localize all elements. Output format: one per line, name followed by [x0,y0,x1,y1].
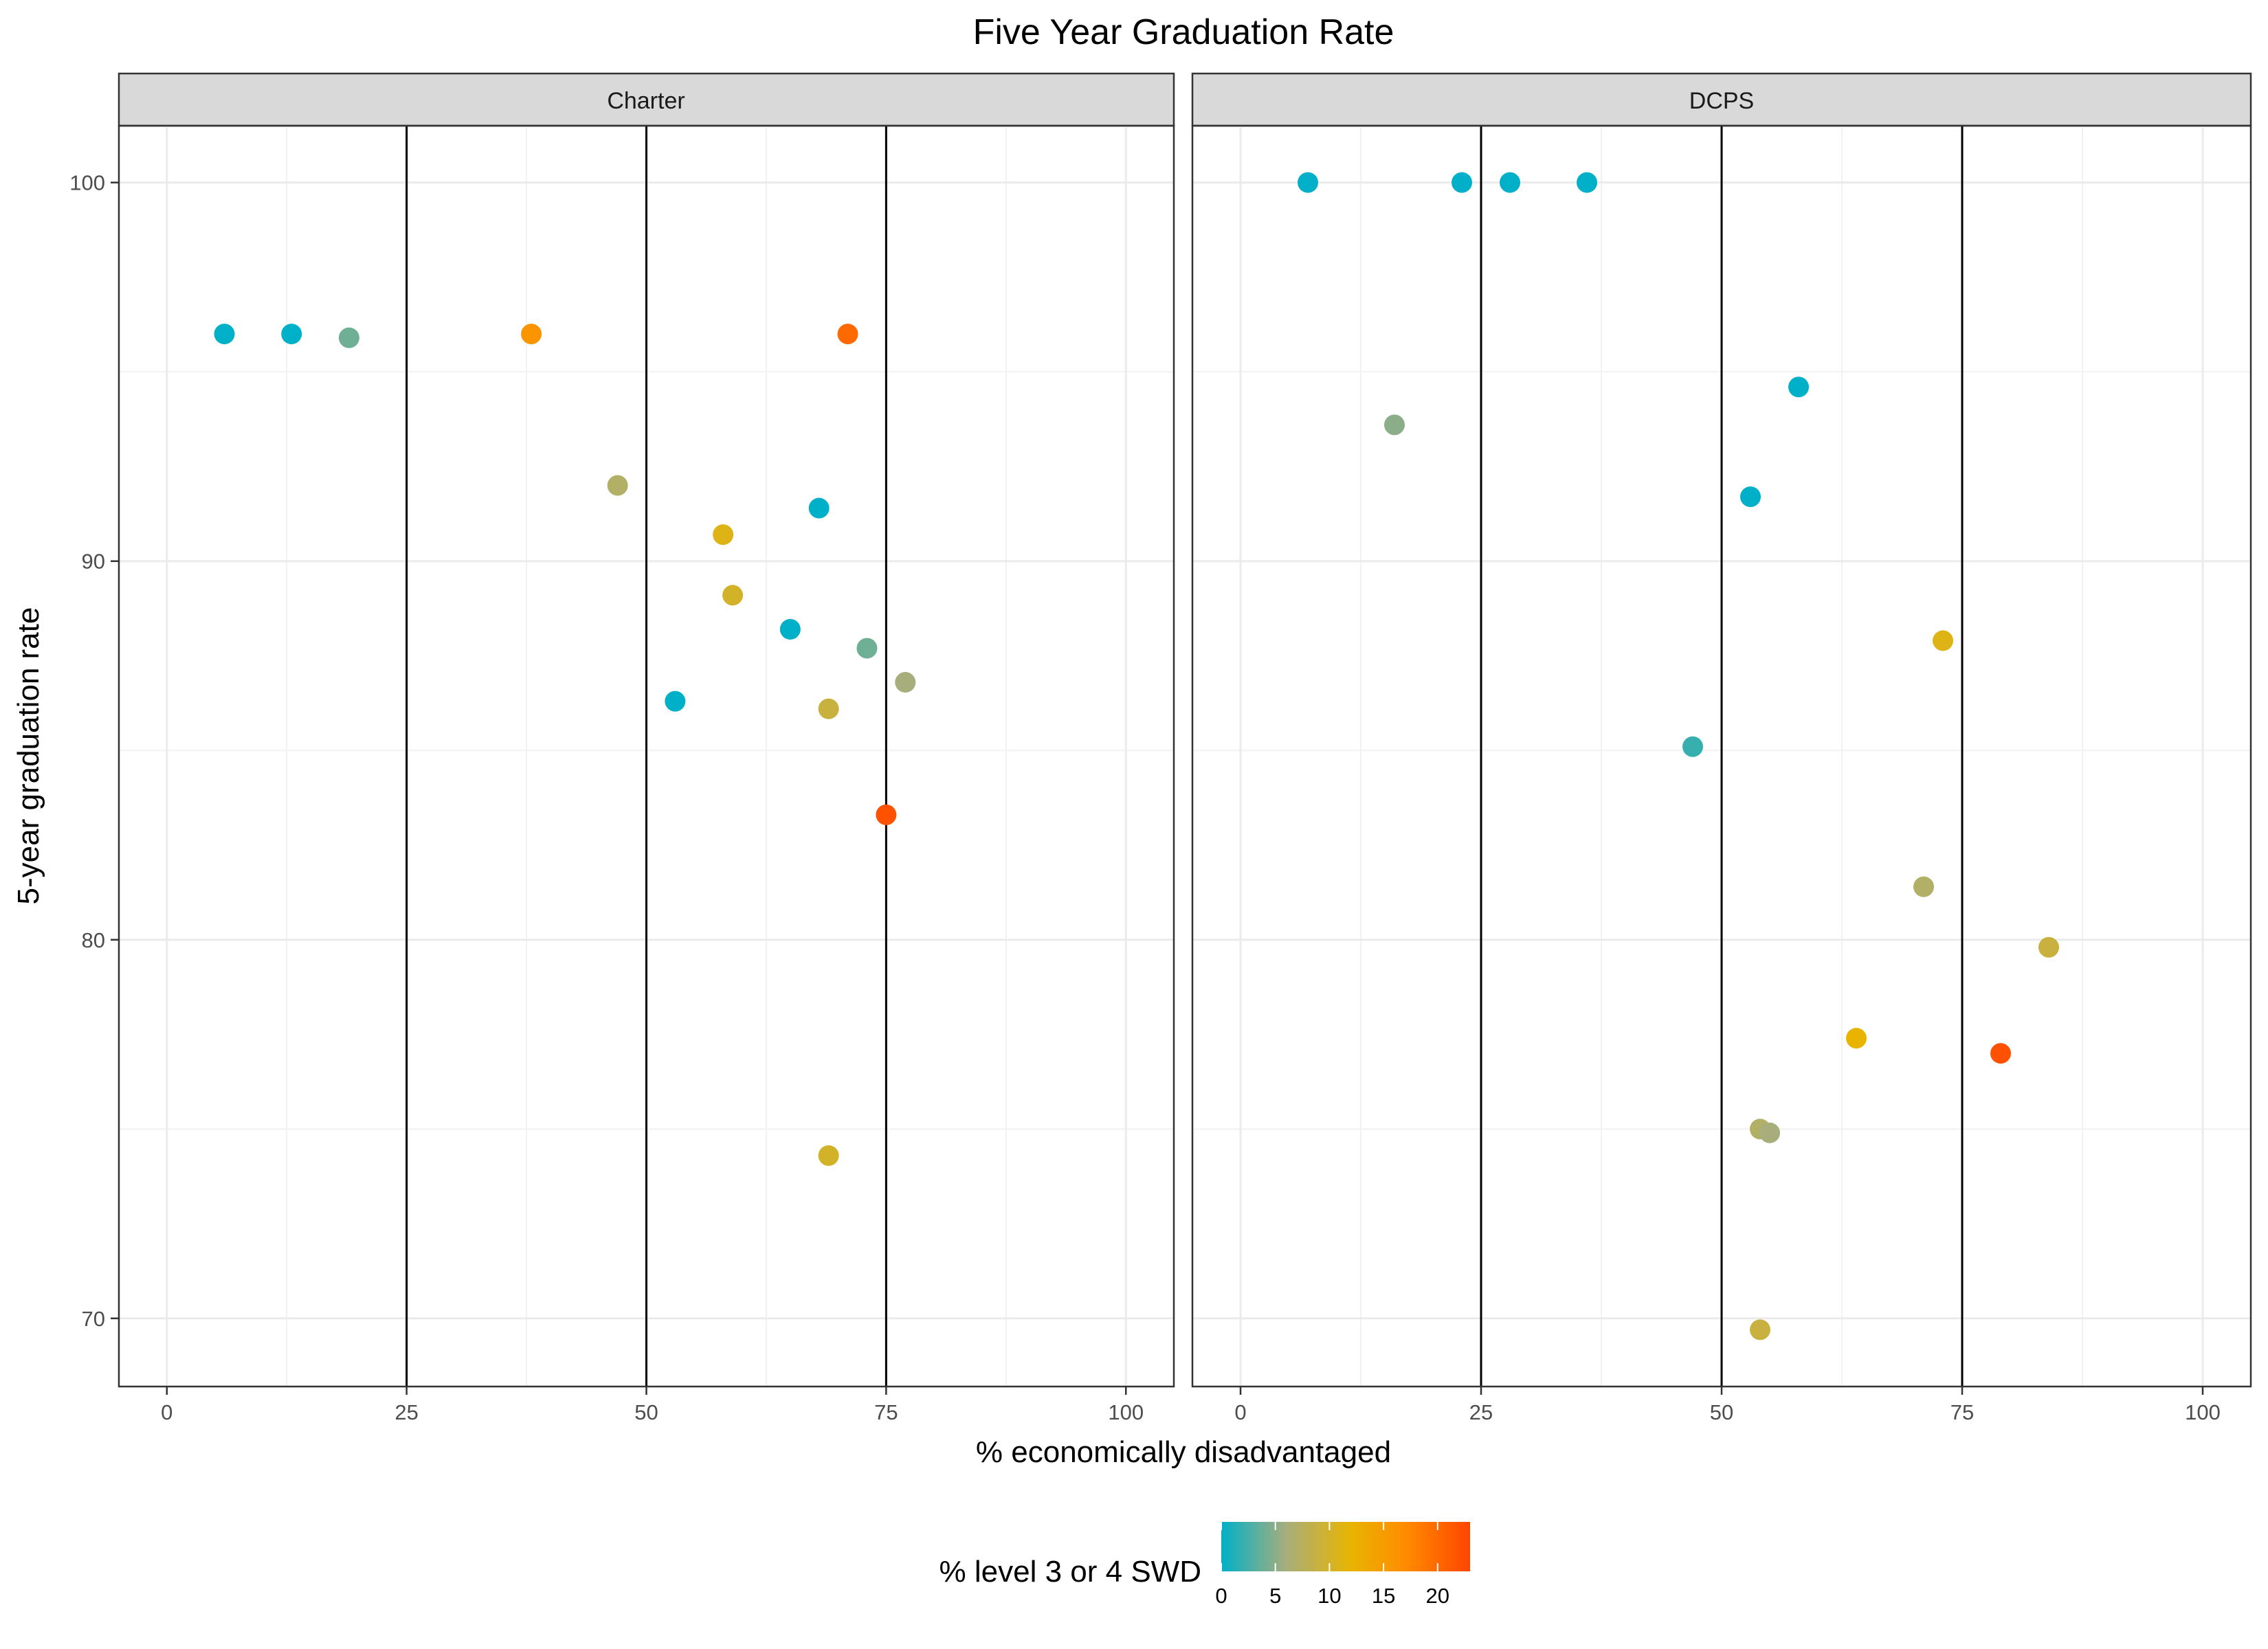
data-point [1740,486,1761,508]
x-tick-label: 0 [161,1400,173,1424]
color-legend-title: % level 3 or 4 SWD [940,1555,1201,1589]
y-tick-label: 80 [82,928,105,952]
legend-tick-label: 20 [1426,1584,1449,1608]
x-axis-title: % economically disadvantaged [976,1435,1391,1469]
y-tick-label: 100 [69,171,105,195]
data-point [1682,736,1703,757]
y-axis-title: 5-year graduation rate [12,607,45,905]
x-tick-label: 0 [1234,1400,1246,1424]
data-point [1298,172,1318,193]
panel-charter-vlines [405,126,887,1387]
data-point [779,618,801,640]
data-point [1759,1122,1780,1143]
x-tick-label: 100 [2185,1400,2221,1424]
color-legend-bar [1221,1522,1470,1571]
x-tick-label: 25 [394,1400,418,1424]
legend-tick-label: 10 [1318,1584,1341,1608]
chart-title: Five Year Graduation Rate [973,12,1394,52]
panel-charter-label: Charter [607,88,685,114]
x-tick-label: 75 [874,1400,898,1424]
legend-tick-label: 0 [1215,1584,1227,1608]
data-point [607,475,628,496]
data-point [1384,414,1405,436]
x-tick-label: 50 [634,1400,658,1424]
y-axis-ticks: 70 80 90 100 [69,171,119,1331]
y-tick-label: 70 [82,1307,105,1331]
data-point [1788,377,1809,398]
data-point [818,1145,839,1166]
data-point [1452,172,1472,193]
data-point [281,324,302,345]
panel-dcps-strip [1191,72,2252,127]
panel-charter-x-ticks: 0 25 50 75 100 [161,1387,1144,1424]
legend-tick-label: 15 [1372,1584,1395,1608]
panel-dcps-vlines [1480,126,1964,1387]
data-point [1750,1319,1770,1340]
data-point [1913,876,1934,897]
color-legend: % level 3 or 4 SWD 0 5 10 15 20 [940,1522,1470,1608]
data-point [1577,172,1597,193]
data-point [338,327,359,348]
x-tick-label: 50 [1710,1400,1733,1424]
x-tick-label: 100 [1108,1400,1144,1424]
panel-dcps-label: DCPS [1689,88,1754,114]
color-legend-ticks: 0 5 10 15 20 [1215,1522,1449,1608]
panel-dcps-x-ticks: 0 25 50 75 100 [1234,1387,2221,1424]
x-tick-label: 75 [1950,1400,1974,1424]
panel-charter-strip [118,72,1175,127]
data-point [808,497,830,519]
data-point [895,672,916,693]
data-point [1846,1028,1867,1049]
panel-dcps: DCPS 0 25 50 75 100 [1191,72,2252,1424]
panel-dcps-points [1298,172,2059,1340]
data-point [1500,172,1520,193]
x-tick-label: 25 [1469,1400,1493,1424]
data-point [214,324,235,345]
legend-tick-label: 5 [1269,1584,1281,1608]
data-point [722,585,744,606]
panel-charter-points [214,324,916,1166]
data-point [521,324,542,345]
data-point [713,524,734,546]
data-point [876,804,897,825]
data-point [818,698,839,719]
data-point [665,691,686,712]
y-tick-label: 90 [82,550,105,574]
data-point [2038,936,2059,958]
data-point [856,638,878,659]
panel-charter: Charter 0 25 50 75 100 [118,72,1175,1424]
data-point [837,324,858,345]
data-point [1933,630,1953,651]
data-point [1990,1043,2011,1064]
